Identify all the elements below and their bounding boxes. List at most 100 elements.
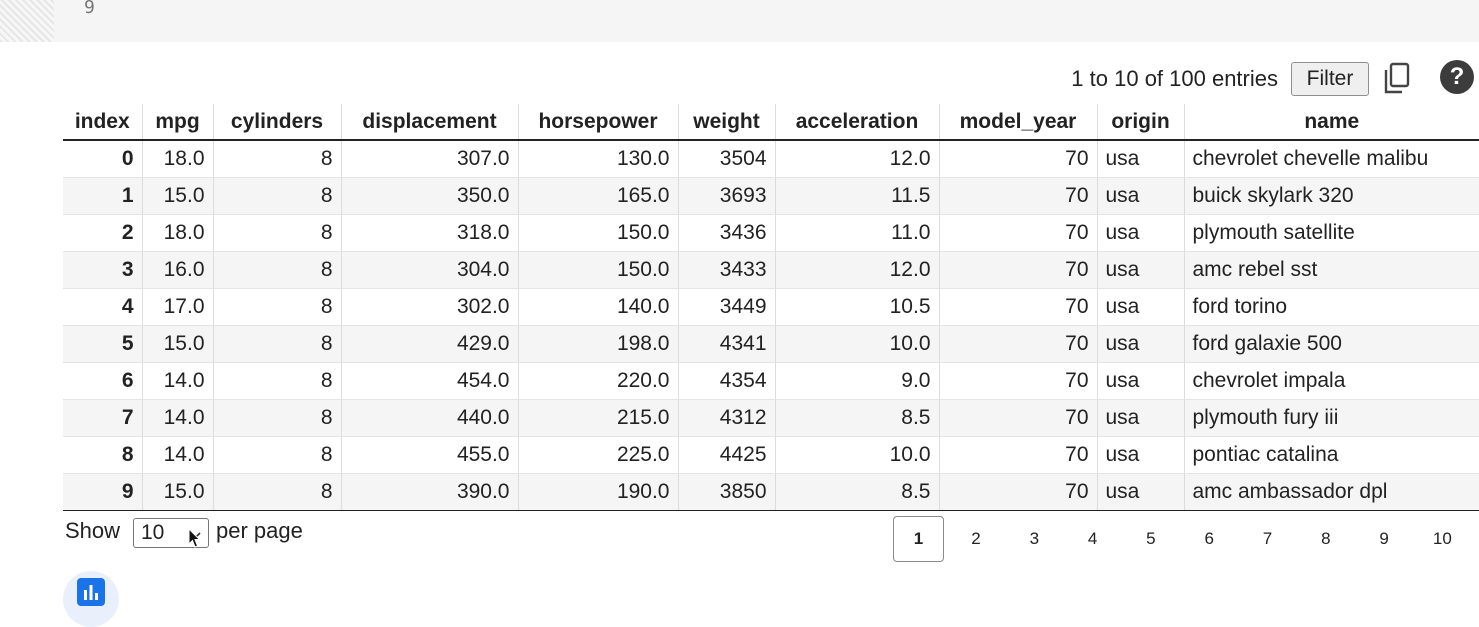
table-cell: 17.0 [141, 288, 213, 326]
table-cell: 14.0 [141, 436, 213, 474]
table-cell: 15.0 [141, 473, 213, 511]
table-cell: usa [1096, 399, 1184, 437]
page-button[interactable]: 2 [971, 529, 981, 548]
table-cell: 150.0 [517, 214, 678, 252]
table-cell: 3433 [677, 251, 775, 289]
table-cell: 70 [938, 436, 1097, 474]
table-cell: 15.0 [141, 177, 213, 215]
table-cell: 3449 [677, 288, 775, 326]
page-button[interactable]: 3 [1029, 529, 1040, 548]
page-button[interactable]: 4 [1087, 529, 1098, 548]
page-button[interactable]: 8 [1321, 529, 1331, 548]
code-cell-input[interactable]: 9 [0, 0, 1479, 42]
table-cell: 4425 [677, 436, 775, 474]
table-cell: 4354 [677, 362, 775, 400]
table-cell: 8 [63, 436, 142, 474]
table-cell: 70 [938, 362, 1097, 400]
table-cell: 8 [212, 288, 341, 326]
table-cell: 454.0 [340, 362, 518, 400]
show-label: Show [65, 518, 121, 543]
chart-toggle-button[interactable] [63, 571, 119, 627]
table-row: 8 14.0 8 455.0 225.0 4425 10.0 70 usa pontiac cat… [63, 436, 1479, 474]
table-cell: 8.5 [774, 473, 939, 511]
table-cell: 14.0 [141, 362, 213, 400]
table-cell: 16.0 [141, 251, 213, 289]
table-cell: 165.0 [517, 177, 678, 215]
page-button[interactable]: 9 [1379, 529, 1389, 548]
table-cell: 0 [63, 140, 142, 178]
table-cell: 3436 [677, 214, 775, 252]
table-cell: 70 [938, 140, 1097, 178]
table-cell: 70 [938, 177, 1097, 215]
column-header[interactable]: name [1183, 104, 1479, 141]
table-cell: 215.0 [517, 399, 678, 437]
table-cell: 225.0 [517, 436, 678, 474]
copy-icon[interactable] [1382, 62, 1412, 96]
table-cell: 15.0 [141, 325, 213, 363]
table-cell: 130.0 [517, 140, 678, 178]
table-cell: 14.0 [141, 399, 213, 437]
table-cell: 220.0 [517, 362, 678, 400]
column-header[interactable]: mpg [141, 104, 213, 141]
per-page-select[interactable]: 10 [133, 518, 209, 548]
table-cell: ford galaxie 500 [1183, 325, 1479, 363]
table-cell: 2 [63, 214, 142, 252]
table-cell: 198.0 [517, 325, 678, 363]
column-header[interactable]: horsepower [517, 104, 678, 141]
table-cell: 70 [938, 214, 1097, 252]
table-cell: 429.0 [340, 325, 518, 363]
table-cell: 5 [63, 325, 142, 363]
table-cell: ford torino [1183, 288, 1479, 326]
table-cell: usa [1096, 473, 1184, 511]
table-cell: 12.0 [774, 140, 939, 178]
table-cell: 10.0 [774, 325, 939, 363]
page-button[interactable]: 6 [1204, 529, 1214, 548]
table-cell: 3 [63, 251, 142, 289]
table-cell: 150.0 [517, 251, 678, 289]
table-cell: usa [1096, 251, 1184, 289]
header-row: index mpg cylinders displacement horsepower w… [63, 104, 1479, 141]
table-cell: plymouth satellite [1183, 214, 1479, 252]
line-number: 9 [84, 0, 95, 18]
column-header[interactable]: weight [677, 104, 775, 141]
column-header[interactable]: cylinders [212, 104, 341, 141]
table-cell: 3504 [677, 140, 775, 178]
table-cell: usa [1096, 325, 1184, 363]
filter-button[interactable]: Filter [1291, 62, 1369, 96]
table-cell: 4312 [677, 399, 775, 437]
page-button[interactable]: 10 [1432, 529, 1452, 548]
table-cell: 8.5 [774, 399, 939, 437]
page-button[interactable]: 5 [1146, 529, 1156, 548]
table-cell: 455.0 [340, 436, 518, 474]
table-cell: 18.0 [141, 214, 213, 252]
table-cell: 11.5 [774, 177, 939, 215]
table-cell: 4341 [677, 325, 775, 363]
table-cell: 10.5 [774, 288, 939, 326]
table-cell: 8 [212, 251, 341, 289]
table-cell: 11.0 [774, 214, 939, 252]
table-cell: 70 [938, 473, 1097, 511]
page-button[interactable]: 7 [1262, 529, 1273, 548]
column-header[interactable]: acceleration [774, 104, 939, 141]
cell-gutter [0, 0, 54, 42]
per-page-value: 10 [141, 521, 165, 544]
table-row: 6 14.0 8 454.0 220.0 4354 9.0 70 usa chevrolet im… [63, 362, 1479, 400]
table-cell: 9.0 [774, 362, 939, 400]
table-cell: 8 [212, 362, 341, 400]
table-cell: 70 [938, 251, 1097, 289]
table-row: 5 15.0 8 429.0 198.0 4341 10.0 70 usa ford galaxi… [63, 325, 1479, 363]
column-header[interactable]: model_year [938, 104, 1097, 141]
table-row: 2 18.0 8 318.0 150.0 3436 11.0 70 usa plymouth sa… [63, 214, 1479, 252]
table-cell: 8 [212, 473, 341, 511]
table-cell: buick skylark 320 [1183, 177, 1479, 215]
data-table: index mpg cylinders displacement horsepower w… [63, 104, 1479, 511]
help-icon[interactable]: ? [1440, 60, 1474, 94]
column-header[interactable]: origin [1096, 104, 1184, 141]
table-cell: usa [1096, 288, 1184, 326]
column-header[interactable]: index [63, 104, 142, 141]
table-cell: 190.0 [517, 473, 678, 511]
table-cell: 390.0 [340, 473, 518, 511]
column-header[interactable]: displacement [340, 104, 518, 141]
page-button[interactable]: 1 [893, 516, 944, 562]
table-row: 4 17.0 8 302.0 140.0 3449 10.5 70 usa ford torino [63, 288, 1479, 326]
